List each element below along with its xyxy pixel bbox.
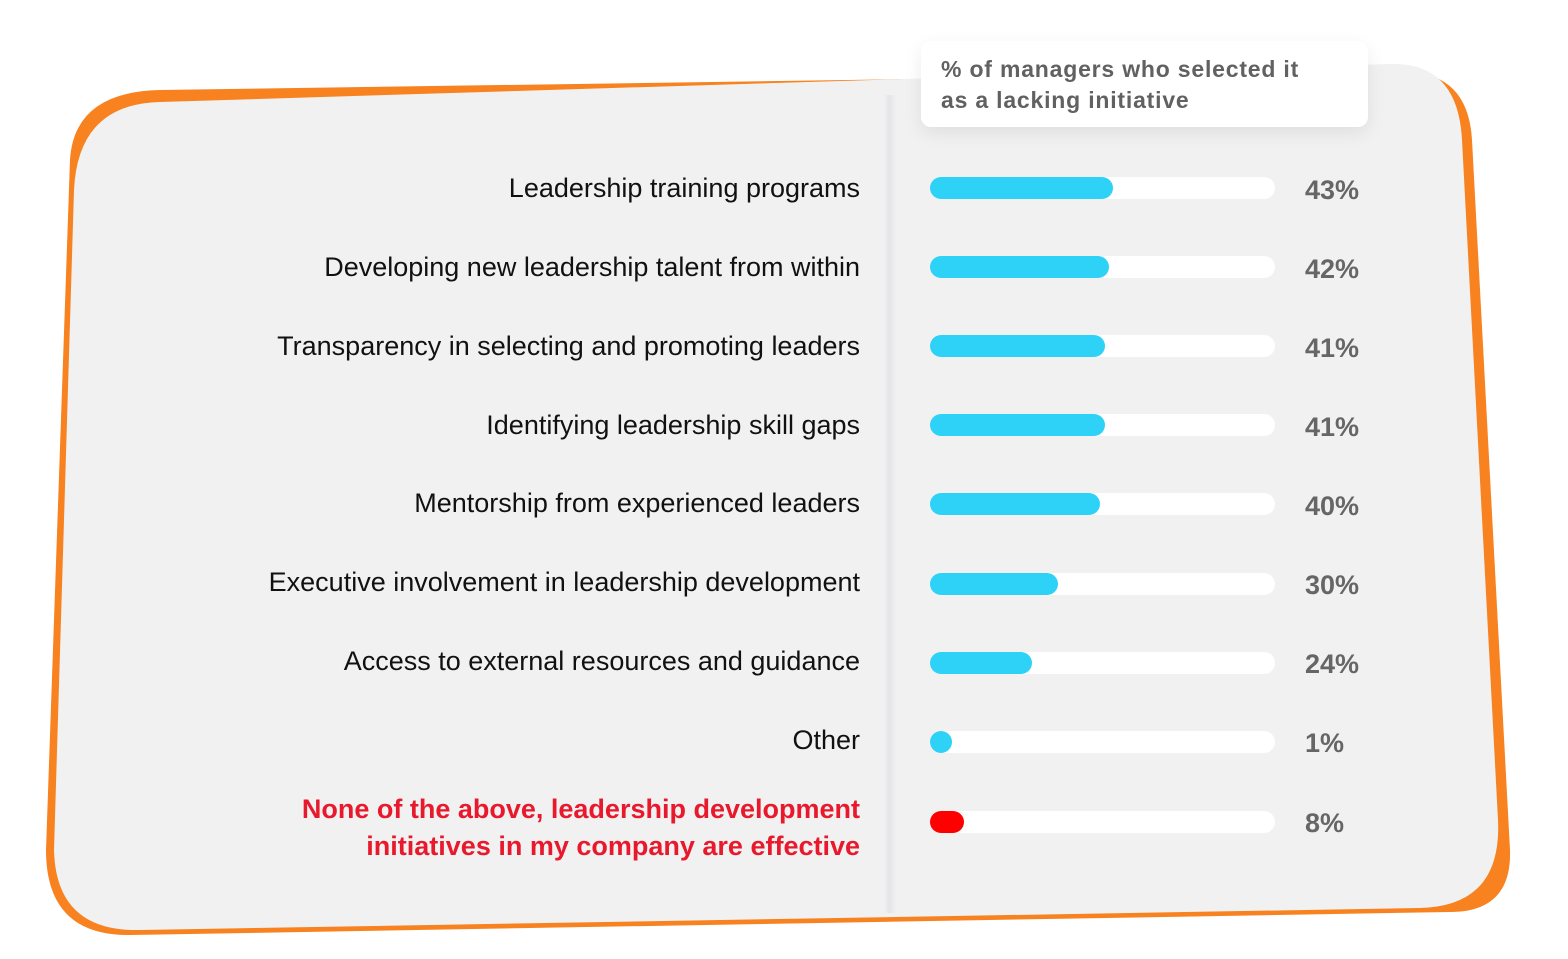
bar-track	[930, 256, 1275, 278]
legend-box: % of managers who selected it as a lacki…	[921, 41, 1368, 127]
row-label: Other	[792, 725, 860, 755]
value-label: 24%	[1305, 649, 1360, 679]
row-label: Executive involvement in leadership deve…	[268, 567, 860, 597]
row-label: Access to external resources and guidanc…	[343, 646, 860, 676]
legend-line-1: % of managers who selected it	[941, 56, 1300, 82]
bar-fill	[930, 256, 1109, 278]
bar-fill	[930, 731, 952, 753]
bar-fill	[930, 177, 1114, 199]
value-label: 1%	[1305, 728, 1345, 758]
row-label-highlight: None of the above, leadership developmen…	[302, 791, 860, 865]
bar-track	[930, 335, 1275, 357]
bar-track	[930, 731, 1275, 753]
row-label-line-2: initiatives in my company are effective	[366, 831, 860, 861]
row-label: Leadership training programs	[508, 173, 860, 203]
value-label: 42%	[1305, 254, 1360, 284]
bar-track	[930, 811, 1275, 833]
value-label: 41%	[1305, 333, 1360, 363]
bar-track	[930, 573, 1275, 595]
row-label: Identifying leadership skill gaps	[486, 410, 860, 440]
row-label: Developing new leadership talent from wi…	[324, 252, 860, 282]
row-label-line-1: None of the above, leadership developmen…	[301, 794, 860, 824]
row-label: Mentorship from experienced leaders	[414, 488, 860, 518]
bar-fill	[930, 652, 1033, 674]
bar-fill-highlight	[930, 811, 965, 833]
value-label: 41%	[1305, 412, 1360, 442]
value-label: 30%	[1305, 570, 1360, 600]
bar-track	[930, 493, 1275, 515]
bar-track	[930, 177, 1275, 199]
card-panel	[54, 63, 1499, 931]
value-label: 40%	[1305, 491, 1360, 521]
row-label: Transparency in selecting and promoting …	[277, 331, 860, 361]
bar-track	[930, 414, 1275, 436]
value-label: 43%	[1305, 175, 1360, 205]
column-divider	[884, 95, 896, 913]
bar-fill	[930, 493, 1101, 515]
value-label: 8%	[1305, 808, 1345, 838]
bar-fill	[930, 573, 1058, 595]
bar-fill	[930, 335, 1105, 357]
bar-track	[930, 652, 1275, 674]
bar-fill	[930, 414, 1105, 436]
legend-line-2: as a lacking initiative	[941, 87, 1190, 113]
